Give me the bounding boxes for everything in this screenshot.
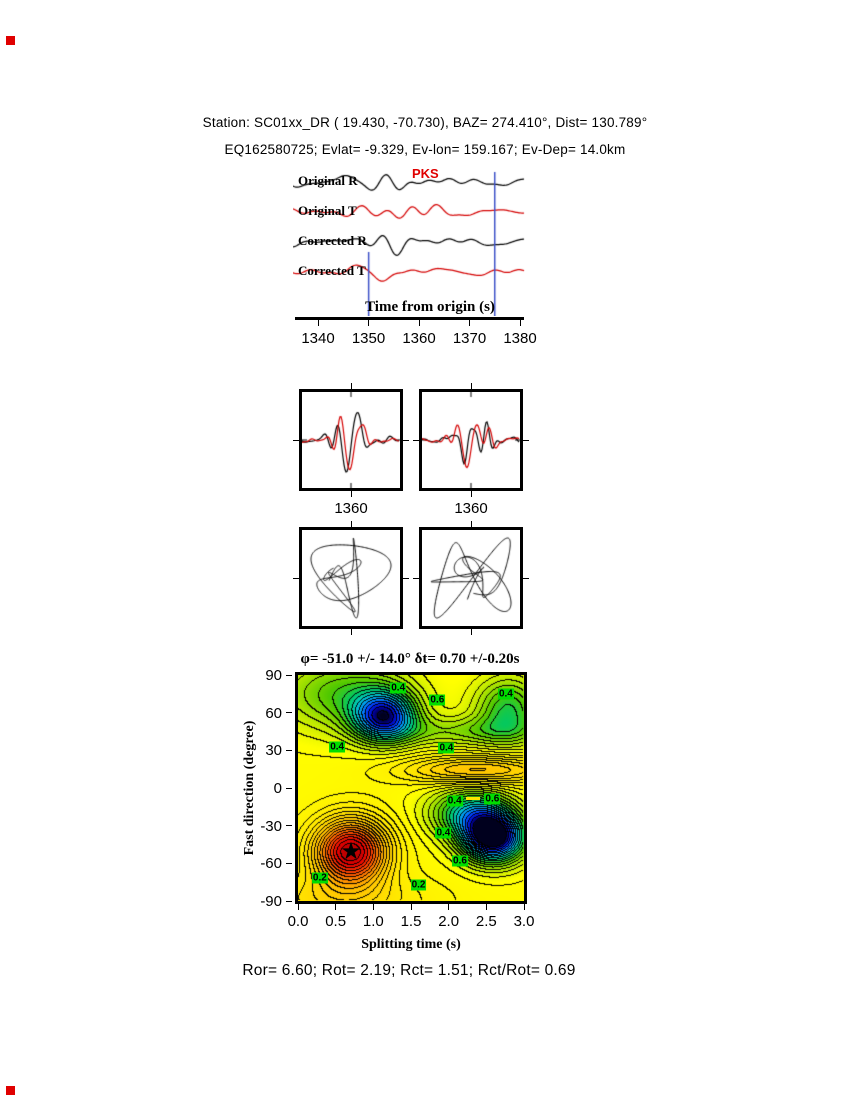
time-axis-tick [368, 320, 369, 326]
fast-direction-tick [286, 900, 292, 902]
particle-motion-box-1 [299, 527, 403, 629]
time-axis-tick-label: 1340 [301, 330, 335, 347]
waveform-pair-box-2 [419, 389, 523, 491]
time-axis-tick [519, 320, 521, 326]
registration-mark [6, 1086, 15, 1095]
fast-direction-tick-label: -60 [260, 855, 282, 873]
box-tick [413, 577, 419, 579]
box-tick [293, 439, 299, 441]
splitting-time-tick-label: 0.0 [287, 913, 309, 930]
contour-value-label: 0.2 [311, 872, 328, 884]
error-surface-frame [295, 672, 527, 904]
splitting-time-tick [335, 904, 337, 910]
splitting-time-tick-label: 1.5 [400, 913, 422, 930]
contour-value-label: 0.6 [452, 855, 468, 867]
particle-motion-canvas-2 [422, 530, 520, 626]
trace-label-corrected-r: Corrected R [298, 233, 367, 248]
event-header: EQ162580725; Evlat= -9.329, Ev-lon= 159.… [224, 142, 626, 157]
box-tick [470, 383, 472, 389]
splitting-time-tick [485, 904, 487, 910]
waveform-pair-canvas-1 [302, 392, 400, 488]
box-tick [350, 521, 352, 527]
box-tick [470, 521, 472, 527]
splitting-time-tick [410, 904, 412, 910]
splitting-time-tick [448, 904, 450, 910]
box-tick [470, 491, 472, 497]
contour-value-label: 0.2 [410, 879, 427, 891]
box-tick [350, 491, 352, 497]
waveform-pair-box-1 [299, 389, 403, 491]
box-tick [523, 439, 529, 441]
error-surface-title: φ= -51.0 +/- 14.0° δt= 0.70 +/-0.20s [300, 651, 520, 667]
particle-motion-canvas-1 [302, 530, 400, 626]
registration-mark [6, 36, 15, 45]
contour-value-label: 0.6 [484, 793, 501, 805]
splitting-time-tick [372, 904, 374, 910]
error-surface-canvas [298, 675, 524, 901]
splitting-time-tick-label: 2.0 [438, 913, 460, 930]
fast-direction-tick [286, 674, 292, 676]
time-axis-tick [317, 320, 319, 326]
particle-motion-box-2 [419, 527, 523, 629]
x-axis-title: Splitting time (s) [361, 937, 461, 952]
contour-value-label: 0.4 [497, 688, 514, 700]
splitting-time-tick [523, 904, 525, 910]
pair-box-1-tick-label: 1360 [334, 500, 368, 517]
box-tick [350, 629, 352, 635]
box-tick [403, 439, 409, 441]
time-axis-tick-label: 1370 [452, 330, 487, 347]
box-tick [470, 629, 472, 635]
box-tick [523, 577, 529, 579]
time-axis-tick-label: 1360 [402, 330, 436, 347]
splitting-time-tick [297, 904, 299, 910]
box-tick [403, 577, 409, 579]
time-axis-tick-label: 1350 [351, 330, 386, 347]
box-tick [413, 439, 419, 441]
splitting-time-tick-label: 3.0 [513, 913, 535, 930]
phase-label-pks: PKS [412, 166, 439, 181]
time-axis-line [295, 317, 524, 320]
fast-direction-tick [286, 825, 292, 827]
splitting-time-tick-label: 2.5 [475, 913, 497, 930]
trace-label-corrected-t: Corrected T [298, 263, 366, 278]
splitting-time-tick-label: 1.0 [362, 913, 384, 930]
waveform-pair-canvas-2 [422, 392, 520, 488]
fast-direction-tick [286, 787, 292, 789]
splitting-time-tick-label: 0.5 [325, 913, 347, 930]
fast-direction-tick [286, 712, 292, 714]
contour-value-label: 0.4 [438, 742, 455, 754]
time-axis-tick [418, 320, 420, 326]
contour-value-label: 0.4 [435, 827, 452, 839]
fast-direction-tick-label: 30 [265, 742, 282, 760]
time-axis-title: Time from origin (s) [365, 299, 495, 315]
time-axis-tick [469, 320, 470, 326]
contour-dash-mark [466, 797, 480, 800]
trace-label-original-t: Original T [298, 203, 357, 218]
fast-direction-tick-label: -30 [260, 817, 282, 835]
contour-value-label: 0.4 [390, 682, 407, 694]
fast-direction-tick [286, 862, 292, 864]
fast-direction-tick [286, 749, 292, 751]
box-tick [350, 383, 352, 389]
best-fit-star-icon: ★ [340, 838, 362, 865]
fast-direction-tick-label: 0 [273, 780, 282, 797]
station-header: Station: SC01xx_DR ( 19.430, -70.730), B… [202, 115, 648, 130]
time-axis-tick-label: 1380 [503, 330, 537, 347]
trace-label-original-r: Original R [298, 173, 358, 188]
result-ratios: Ror= 6.60; Rot= 2.19; Rct= 1.51; Rct/Rot… [242, 962, 576, 979]
fast-direction-tick-label: 90 [265, 667, 282, 684]
contour-value-label: 0.4 [446, 795, 463, 807]
contour-value-label: 0.4 [329, 741, 346, 753]
contour-value-label: 0.6 [429, 694, 446, 706]
seismogram-traces-canvas [293, 166, 525, 316]
pair-box-2-tick-label: 1360 [454, 500, 488, 517]
fast-direction-tick-label: 60 [265, 704, 282, 722]
fast-direction-tick-label: -90 [260, 893, 282, 910]
box-tick [293, 577, 299, 579]
